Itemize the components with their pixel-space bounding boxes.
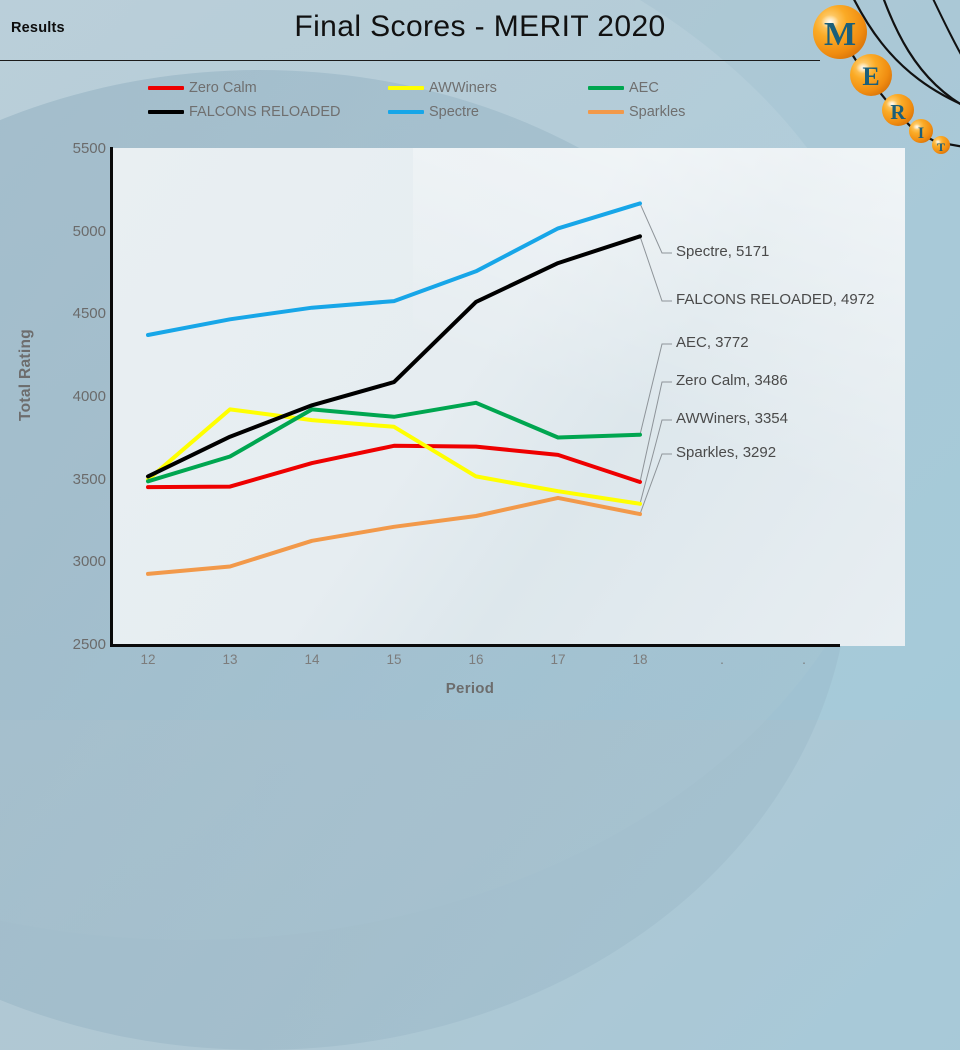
legend-swatch-aec [588, 86, 624, 90]
y-tick-5500: 5500 [72, 140, 106, 157]
x-tick-14: 14 [304, 652, 320, 667]
plot-area [112, 148, 905, 646]
legend-item-sparkles[interactable]: Sparkles [588, 104, 685, 120]
merit-logo: M E R I T [790, 0, 960, 180]
end-label-4: AWWiners, 3354 [676, 410, 788, 427]
svg-text:T: T [937, 140, 945, 154]
legend-swatch-sparkles [588, 110, 624, 114]
y-tick-4500: 4500 [72, 305, 106, 323]
y-tick-3000: 3000 [72, 553, 106, 571]
legend-item-spectre[interactable]: Spectre [388, 104, 479, 120]
end-label-5: Sparkles, 3292 [676, 444, 777, 461]
logo-bead-e: E [850, 54, 892, 96]
y-axis-tick-labels: 5500 5000 4500 4000 3500 3000 2500 [20, 0, 106, 720]
legend-label-awwiners: AWWiners [429, 80, 497, 96]
y-tick-4000: 4000 [72, 388, 106, 405]
y-axis-line [110, 147, 113, 647]
end-label-1: FALCONS RELOADED, 4972 [676, 291, 875, 308]
legend-swatch-zero-calm [148, 86, 184, 90]
legend-label-aec: AEC [629, 80, 659, 96]
legend-label-sparkles: Sparkles [629, 104, 686, 120]
y-tick-5000: 5000 [72, 222, 106, 240]
x-tick-18: 18 [632, 652, 648, 667]
legend-swatch-awwiners [388, 86, 424, 90]
x-tick-13: 13 [222, 652, 238, 667]
end-label-0: Spectre, 5171 [676, 243, 770, 260]
legend-item-falcons-reloaded[interactable]: FALCONS RELOADED [148, 104, 341, 120]
legend-item-aec[interactable]: AEC [588, 80, 659, 96]
x-tick-15: 15 [386, 652, 402, 667]
x-axis-title: Period [445, 680, 495, 697]
svg-text:R: R [890, 100, 906, 124]
end-label-2: AEC, 3772 [676, 334, 749, 351]
logo-bead-t: T [932, 136, 950, 154]
y-tick-3500: 3500 [72, 470, 106, 488]
page-title: Final Scores - MERIT 2020 [294, 10, 666, 43]
header-divider [0, 60, 820, 61]
legend-label-spectre: Spectre [429, 104, 479, 120]
legend-item-zero-calm[interactable]: Zero Calm [148, 80, 257, 96]
svg-text:M: M [824, 16, 856, 53]
chart-legend: Zero Calm AWWiners AEC FALCONS RELOADED … [148, 80, 708, 128]
legend-swatch-spectre [388, 110, 424, 114]
legend-label-zero-calm: Zero Calm [189, 80, 257, 96]
legend-label-falcons-reloaded: FALCONS RELOADED [189, 104, 341, 120]
x-tick-12: 12 [140, 652, 156, 667]
results-label: Results [11, 20, 65, 36]
logo-bead-i: I [909, 119, 933, 143]
legend-swatch-falcons-reloaded [148, 110, 184, 114]
end-label-3: Zero Calm, 3486 [676, 372, 788, 389]
x-axis-line [110, 644, 840, 647]
svg-text:E: E [862, 62, 879, 91]
svg-text:I: I [918, 125, 924, 142]
x-tick-16: 16 [468, 652, 484, 667]
logo-bead-r: R [882, 94, 914, 126]
y-tick-2500: 2500 [72, 636, 106, 653]
x-tick-dot7: . [720, 652, 724, 667]
x-tick-17: 17 [550, 652, 566, 667]
x-tick-dot8: . [802, 652, 806, 667]
y-axis-title: Total Rating [17, 329, 34, 421]
logo-bead-m: M [813, 5, 867, 59]
legend-item-awwiners[interactable]: AWWiners [388, 80, 497, 96]
